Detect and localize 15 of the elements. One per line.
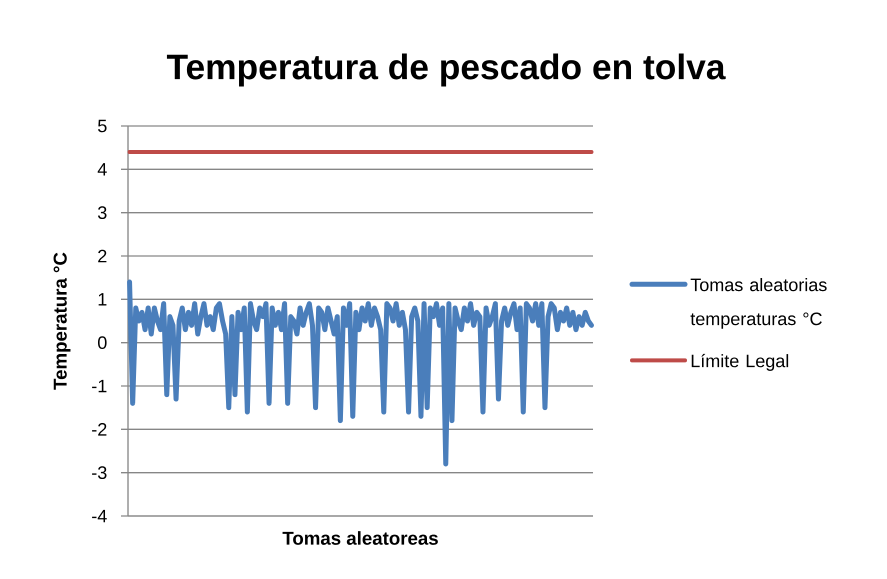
y-tick-label: -3 — [92, 466, 107, 480]
x-axis-title: Tomas aleatoreas — [282, 531, 438, 545]
y-tick-label: 4 — [98, 163, 107, 176]
y-tick-label: 2 — [98, 250, 106, 262]
y-tick-label: 1 — [98, 293, 106, 306]
y-tick-label: 5 — [98, 120, 107, 132]
chart-title: Temperatura de pescado en tolva — [166, 54, 726, 86]
legend-label: Tomas aleatorias temperaturas °C — [690, 278, 827, 329]
y-axis-title: Temperatura °C — [54, 252, 70, 390]
y-tick-label: 0 — [98, 336, 107, 350]
y-tick-label: -4 — [92, 510, 107, 522]
y-tick-label: -2 — [92, 423, 106, 436]
legend-label: Límite Legal — [692, 354, 788, 371]
y-tick-label: -1 — [92, 380, 106, 392]
y-tick-label: 3 — [98, 206, 107, 220]
